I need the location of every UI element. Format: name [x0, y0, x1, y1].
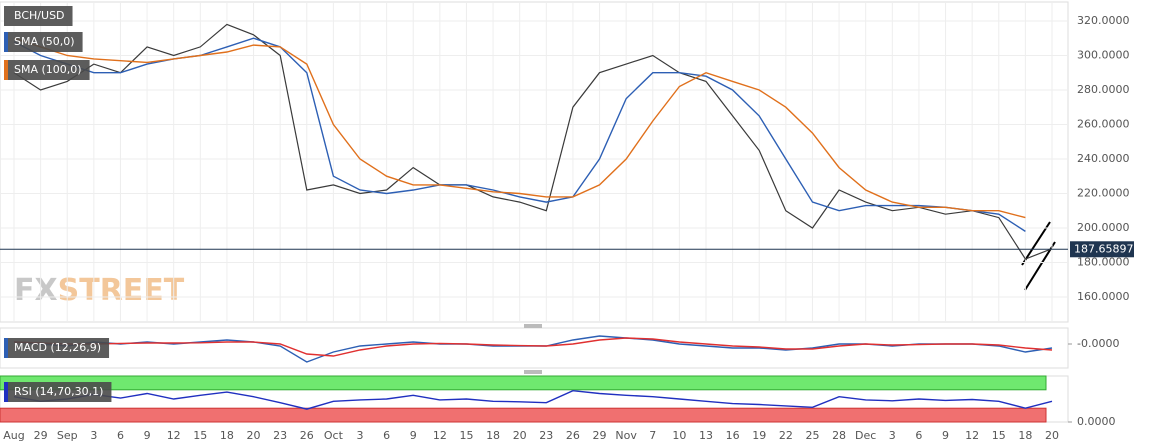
overbought-band: [0, 375, 1047, 391]
x-tick-label: 29: [34, 429, 48, 442]
y-tick-label: 260.0000: [1077, 117, 1130, 130]
legend-label: RSI (14,70,30,1): [14, 385, 103, 398]
x-tick-label: 29: [593, 429, 607, 442]
legend-swatch: [4, 60, 8, 80]
x-tick-label: 26: [566, 429, 580, 442]
legend-item: RSI (14,70,30,1): [4, 382, 112, 402]
x-tick-label: Sep: [57, 429, 78, 442]
x-tick-label: 16: [726, 429, 740, 442]
x-tick-label: 3: [889, 429, 896, 442]
y-tick-label: 200.0000: [1077, 221, 1130, 234]
x-tick-label: 3: [90, 429, 97, 442]
series-line: [13, 337, 1053, 357]
x-tick-label: Oct: [324, 429, 344, 442]
y-tick-label: 180.0000: [1077, 255, 1130, 268]
x-tick-label: 18: [1018, 429, 1032, 442]
divider: [524, 370, 542, 374]
last-price-box: [1070, 241, 1134, 258]
x-tick-label: 3: [357, 429, 364, 442]
x-tick-label: 25: [805, 429, 819, 442]
x-tick-label: 13: [699, 429, 713, 442]
x-tick-label: 23: [273, 429, 287, 442]
x-tick-label: 22: [779, 429, 793, 442]
x-tick-label: 15: [459, 429, 473, 442]
x-tick-label: Nov: [615, 429, 637, 442]
macd-panel: [0, 327, 1069, 369]
x-tick-label: 12: [965, 429, 979, 442]
x-tick-label: 18: [486, 429, 500, 442]
divider: [524, 324, 542, 328]
x-tick-label: 19: [752, 429, 766, 442]
watermark: FXSTREET: [14, 273, 185, 308]
x-tick-label: 18: [220, 429, 234, 442]
y-tick-label: 280.0000: [1077, 83, 1130, 96]
legend-swatch: [4, 382, 8, 402]
legend-label: SMA (100,0): [14, 63, 82, 76]
y-tick-label: 320.0000: [1077, 14, 1130, 27]
y-tick-label: 220.0000: [1077, 186, 1130, 199]
legend-swatch: [4, 338, 8, 358]
y-tick-label: -0.0000: [1077, 337, 1119, 350]
x-tick-label: 10: [672, 429, 686, 442]
x-tick-label: 7: [649, 429, 656, 442]
x-tick-label: 12: [433, 429, 447, 442]
legend-label: BCH/USD: [14, 9, 65, 22]
x-tick-label: 26: [300, 429, 314, 442]
legend-box: [4, 32, 83, 52]
x-tick-label: 9: [144, 429, 151, 442]
x-tick-label: 15: [992, 429, 1006, 442]
series-line: [13, 37, 1026, 219]
legend-item: SMA (50,0): [4, 32, 83, 52]
legend-box: [4, 338, 110, 358]
series-line: [13, 23, 1053, 260]
legend-label: SMA (50,0): [14, 35, 75, 48]
x-tick-label: 6: [117, 429, 124, 442]
oversold-band: [0, 407, 1047, 423]
x-tick-label: 20: [247, 429, 261, 442]
legend-item: MACD (12,26,9): [4, 338, 110, 358]
legend-item: BCH/USD: [4, 6, 73, 26]
x-tick-label: 15: [193, 429, 207, 442]
channel-line: [1021, 221, 1051, 266]
legend-box: [4, 60, 90, 80]
x-tick-label: 6: [915, 429, 922, 442]
y-tick-label: 0.0000: [1077, 415, 1116, 428]
x-tick-label: 20: [1045, 429, 1059, 442]
last-price-label: 187.65897: [1074, 242, 1134, 255]
x-tick-label: 6: [383, 429, 390, 442]
x-tick-label: 9: [410, 429, 417, 442]
legend-item: SMA (100,0): [4, 60, 90, 80]
x-tick-label: 28: [832, 429, 846, 442]
legend-box: [4, 6, 73, 26]
legend-swatch: [4, 32, 8, 52]
x-tick-label: Aug: [3, 429, 24, 442]
y-tick-label: 160.0000: [1077, 290, 1130, 303]
y-tick-label: 300.0000: [1077, 48, 1130, 61]
series-line: [13, 389, 1053, 410]
x-tick-label: Dec: [855, 429, 876, 442]
x-tick-label: 9: [942, 429, 949, 442]
x-tick-label: 20: [513, 429, 527, 442]
legend-box: [4, 382, 112, 402]
legend-label: MACD (12,26,9): [14, 341, 101, 354]
x-tick-label: 23: [539, 429, 553, 442]
x-tick-label: 12: [167, 429, 181, 442]
y-tick-label: 240.0000: [1077, 152, 1130, 165]
